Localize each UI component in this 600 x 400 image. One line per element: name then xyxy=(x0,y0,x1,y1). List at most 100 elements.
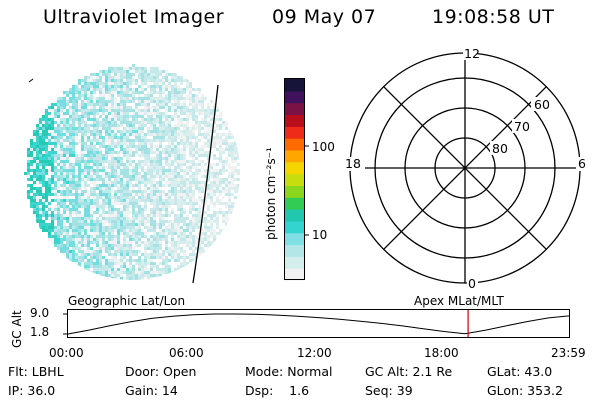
aurora-pixel xyxy=(123,256,126,259)
aurora-pixel xyxy=(135,214,138,217)
aurora-pixel xyxy=(108,112,111,115)
aurora-pixel xyxy=(117,241,120,244)
aurora-pixel xyxy=(129,268,132,271)
aurora-pixel xyxy=(141,274,144,277)
aurora-pixel xyxy=(222,142,225,145)
aurora-pixel xyxy=(147,130,150,133)
aurora-pixel xyxy=(177,181,180,184)
aurora-pixel xyxy=(168,130,171,133)
aurora-pixel xyxy=(126,79,129,82)
aurora-pixel xyxy=(81,79,84,82)
aurora-pixel xyxy=(180,88,183,91)
aurora-pixel xyxy=(90,259,93,262)
aurora-pixel xyxy=(54,160,57,163)
aurora-pixel xyxy=(237,163,240,166)
aurora-pixel xyxy=(36,208,39,211)
aurora-pixel xyxy=(72,220,75,223)
aurora-pixel xyxy=(168,250,171,253)
aurora-pixel xyxy=(78,139,81,142)
aurora-pixel xyxy=(156,241,159,244)
aurora-pixel xyxy=(183,157,186,160)
aurora-pixel xyxy=(135,121,138,124)
aurora-pixel xyxy=(72,202,75,205)
aurora-pixel xyxy=(96,226,99,229)
aurora-pixel xyxy=(156,244,159,247)
aurora-pixel xyxy=(159,256,162,259)
aurora-pixel xyxy=(198,124,201,127)
aurora-pixel xyxy=(108,271,111,274)
aurora-pixel xyxy=(180,229,183,232)
aurora-pixel xyxy=(99,262,102,265)
aurora-pixel xyxy=(168,214,171,217)
aurora-pixel xyxy=(153,151,156,154)
aurora-pixel xyxy=(126,109,129,112)
aurora-pixel xyxy=(219,184,222,187)
aurora-pixel xyxy=(105,109,108,112)
aurora-pixel xyxy=(72,151,75,154)
aurora-pixel xyxy=(174,88,177,91)
aurora-pixel xyxy=(150,127,153,130)
aurora-pixel xyxy=(129,244,132,247)
colorbar-swatch xyxy=(285,114,304,127)
aurora-pixel xyxy=(84,214,87,217)
aurora-pixel xyxy=(138,271,141,274)
aurora-pixel xyxy=(159,190,162,193)
aurora-pixel xyxy=(108,130,111,133)
aurora-pixel xyxy=(33,148,36,151)
colorbar xyxy=(284,78,309,281)
aurora-pixel xyxy=(147,247,150,250)
aurora-pixel xyxy=(138,115,141,118)
aurora-pixel xyxy=(60,235,63,238)
aurora-pixel xyxy=(231,205,234,208)
aurora-pixel xyxy=(159,142,162,145)
aurora-pixel xyxy=(195,214,198,217)
aurora-pixel xyxy=(192,178,195,181)
aurora-pixel xyxy=(84,265,87,268)
aurora-pixel xyxy=(108,124,111,127)
aurora-pixel xyxy=(99,85,102,88)
aurora-pixel xyxy=(105,121,108,124)
aurora-pixel xyxy=(93,199,96,202)
aurora-pixel xyxy=(114,121,117,124)
aurora-pixel xyxy=(87,265,90,268)
aurora-pixel xyxy=(63,217,66,220)
aurora-pixel xyxy=(120,100,123,103)
aurora-pixel xyxy=(69,238,72,241)
aurora-pixel xyxy=(216,124,219,127)
aurora-pixel xyxy=(225,142,228,145)
aurora-pixel xyxy=(123,232,126,235)
aurora-pixel xyxy=(156,100,159,103)
aurora-pixel xyxy=(153,112,156,115)
aurora-pixel xyxy=(180,130,183,133)
aurora-pixel xyxy=(135,262,138,265)
aurora-pixel xyxy=(162,133,165,136)
aurora-pixel xyxy=(183,106,186,109)
colorbar-swatch xyxy=(285,149,304,163)
aurora-pixel xyxy=(150,238,153,241)
aurora-pixel xyxy=(96,250,99,253)
aurora-pixel xyxy=(144,76,147,79)
aurora-pixel xyxy=(183,169,186,172)
aurora-pixel xyxy=(93,148,96,151)
aurora-pixel xyxy=(141,208,144,211)
aurora-pixel xyxy=(183,253,186,256)
aurora-pixel xyxy=(222,217,225,220)
aurora-pixel xyxy=(117,268,120,271)
aurora-pixel xyxy=(72,241,75,244)
aurora-pixel xyxy=(177,268,180,271)
aurora-pixel xyxy=(168,181,171,184)
aurora-pixel xyxy=(93,160,96,163)
aurora-pixel xyxy=(36,160,39,163)
aurora-pixel xyxy=(120,97,123,100)
aurora-pixel xyxy=(57,202,60,205)
aurora-pixel xyxy=(99,73,102,76)
aurora-pixel xyxy=(123,100,126,103)
aurora-pixel xyxy=(159,115,162,118)
aurora-pixel xyxy=(195,145,198,148)
aurora-pixel xyxy=(132,226,135,229)
aurora-pixel xyxy=(180,112,183,115)
aurora-pixel xyxy=(69,259,72,262)
aurora-pixel xyxy=(222,148,225,151)
aurora-pixel xyxy=(111,121,114,124)
aurora-pixel xyxy=(141,235,144,238)
